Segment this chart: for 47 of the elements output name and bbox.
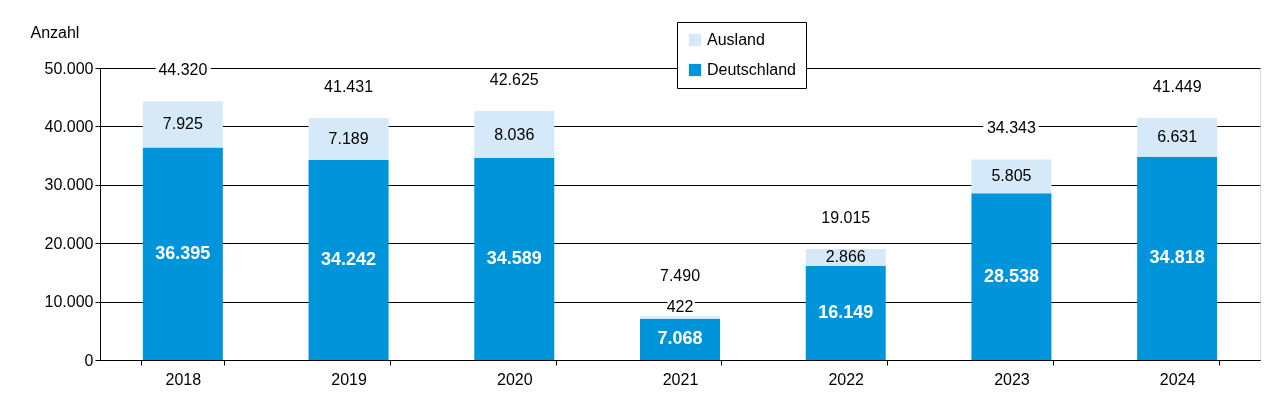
x-tick-label: 2023: [994, 370, 1030, 388]
y-tick-label: 50.000: [44, 59, 94, 77]
data-label: 7.189: [328, 130, 369, 148]
data-label: 34.242: [321, 249, 377, 270]
data-label: 2.866: [825, 248, 866, 266]
data-label: 8.036: [494, 125, 535, 143]
x-tick-label: 2018: [165, 370, 202, 388]
bar: [142, 147, 223, 360]
bar: [971, 193, 1052, 360]
data-label: 36.395: [155, 242, 211, 263]
x-tick-label: 2019: [331, 370, 367, 388]
bar: [640, 316, 720, 319]
y-tick-label: 40.000: [44, 117, 94, 135]
data-label: 7.068: [657, 328, 703, 349]
y-tick-label: 0: [84, 351, 94, 369]
total-label: 7.490: [659, 267, 701, 285]
data-label: 16.149: [818, 301, 874, 322]
bar: [1137, 156, 1218, 360]
data-label: 422: [666, 298, 694, 316]
total-label: 41.431: [324, 78, 374, 96]
x-tick-label: 2024: [1159, 370, 1196, 388]
x-tick-label: 2020: [496, 370, 533, 388]
data-label: 28.538: [983, 265, 1039, 286]
data-label: 34.589: [486, 248, 542, 268]
data-label: 5.805: [991, 167, 1032, 185]
y-tick-label: 20.000: [44, 234, 94, 252]
bar: [805, 265, 886, 360]
total-label: 19.015: [821, 208, 871, 226]
y-tick-label: 10.000: [44, 293, 94, 311]
data-label: 7.925: [162, 115, 203, 133]
bar: [142, 101, 223, 148]
x-tick-label: 2021: [662, 370, 699, 388]
bar: [308, 160, 389, 360]
y-axis-title: Anzahl: [30, 23, 80, 41]
data-label: 34.818: [1149, 247, 1205, 268]
total-label: 42.625: [489, 71, 539, 89]
legend-label: Ausland: [707, 31, 765, 48]
y-tick-label: 30.000: [44, 176, 94, 194]
bar: [971, 159, 1052, 194]
data-label: 6.631: [1157, 128, 1198, 146]
x-tick-label: 2022: [828, 370, 865, 388]
total-label: 41.449: [1152, 77, 1202, 95]
bar: [1137, 117, 1218, 157]
bar: [474, 111, 555, 158]
bar: [308, 118, 389, 161]
legend-label: Deutschland: [707, 61, 796, 78]
bar: [474, 158, 555, 360]
